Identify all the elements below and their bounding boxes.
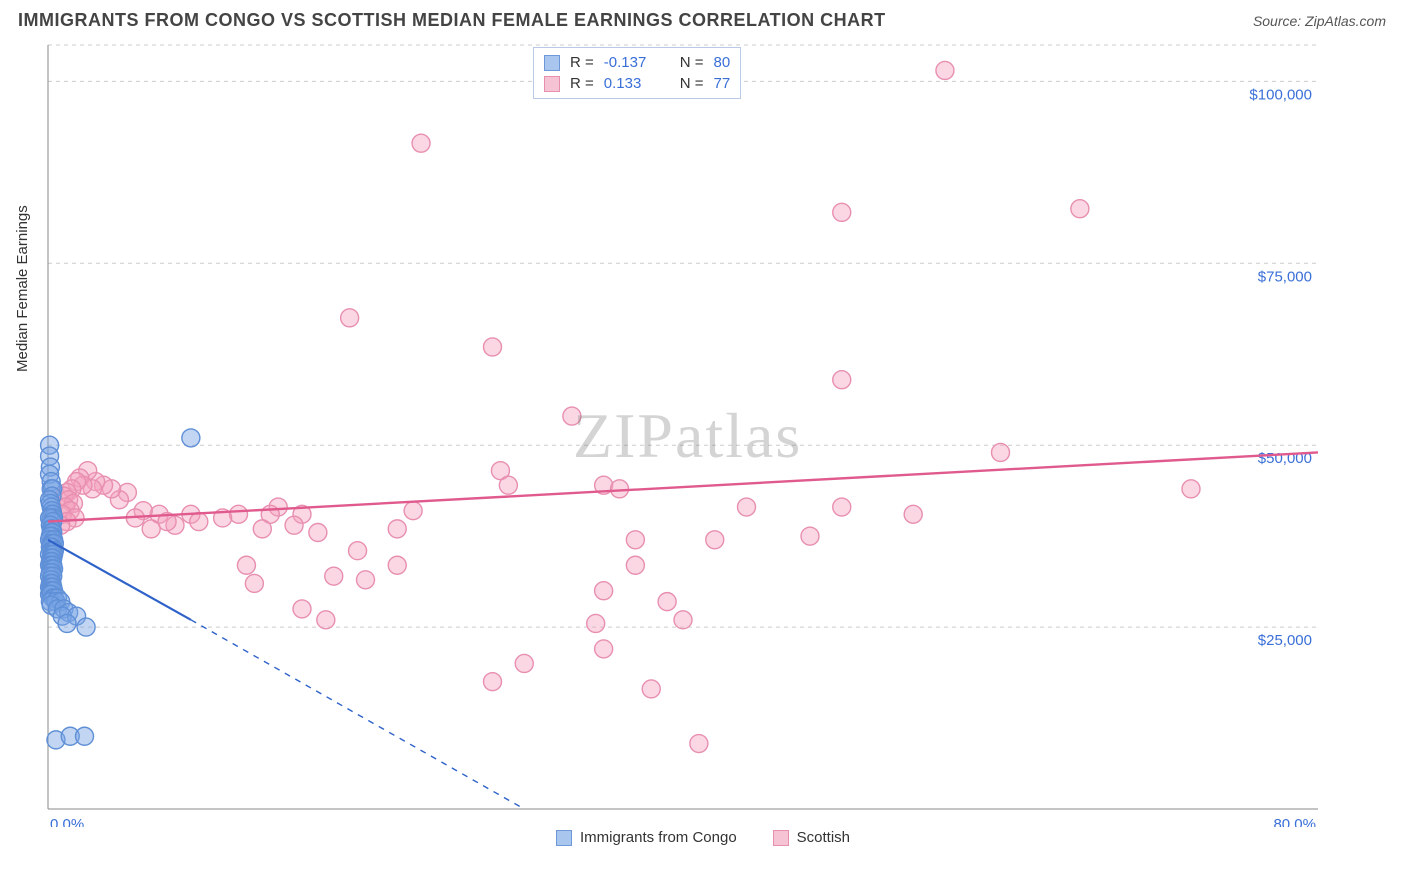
legend-label: Immigrants from Congo: [580, 829, 737, 846]
scatter-chart: $25,000$50,000$75,000$100,0000.0%80.0%: [18, 37, 1318, 827]
source-attribution: Source: ZipAtlas.com: [1253, 13, 1386, 29]
chart-title: IMMIGRANTS FROM CONGO VS SCOTTISH MEDIAN…: [18, 10, 886, 31]
svg-text:80.0%: 80.0%: [1273, 816, 1316, 827]
y-axis-label: Median Female Earnings: [14, 205, 31, 372]
swatch-icon: [556, 830, 572, 846]
swatch-icon: [544, 76, 560, 92]
source-name: ZipAtlas.com: [1305, 13, 1386, 29]
svg-text:0.0%: 0.0%: [50, 816, 84, 827]
n-value: 77: [714, 75, 731, 92]
r-value: 0.133: [604, 75, 662, 92]
legend-label: Scottish: [797, 829, 850, 846]
legend-row-congo: R = -0.137 N = 80: [544, 54, 730, 71]
source-label: Source:: [1253, 13, 1301, 29]
legend-item-scottish: Scottish: [773, 829, 850, 846]
swatch-icon: [544, 55, 560, 71]
r-label: R =: [570, 75, 594, 92]
n-label: N =: [680, 75, 704, 92]
svg-text:$100,000: $100,000: [1249, 86, 1312, 103]
r-value: -0.137: [604, 54, 662, 71]
n-value: 80: [714, 54, 731, 71]
legend-item-congo: Immigrants from Congo: [556, 829, 737, 846]
r-label: R =: [570, 54, 594, 71]
footer-legend: Immigrants from Congo Scottish: [0, 829, 1406, 846]
correlation-legend: R = -0.137 N = 80 R = 0.133 N = 77: [533, 47, 741, 99]
svg-text:$75,000: $75,000: [1258, 268, 1312, 285]
swatch-icon: [773, 830, 789, 846]
title-bar: IMMIGRANTS FROM CONGO VS SCOTTISH MEDIAN…: [0, 0, 1406, 37]
n-label: N =: [680, 54, 704, 71]
chart-area: Median Female Earnings $25,000$50,000$75…: [18, 37, 1388, 827]
legend-row-scottish: R = 0.133 N = 77: [544, 75, 730, 92]
svg-text:$25,000: $25,000: [1258, 632, 1312, 649]
